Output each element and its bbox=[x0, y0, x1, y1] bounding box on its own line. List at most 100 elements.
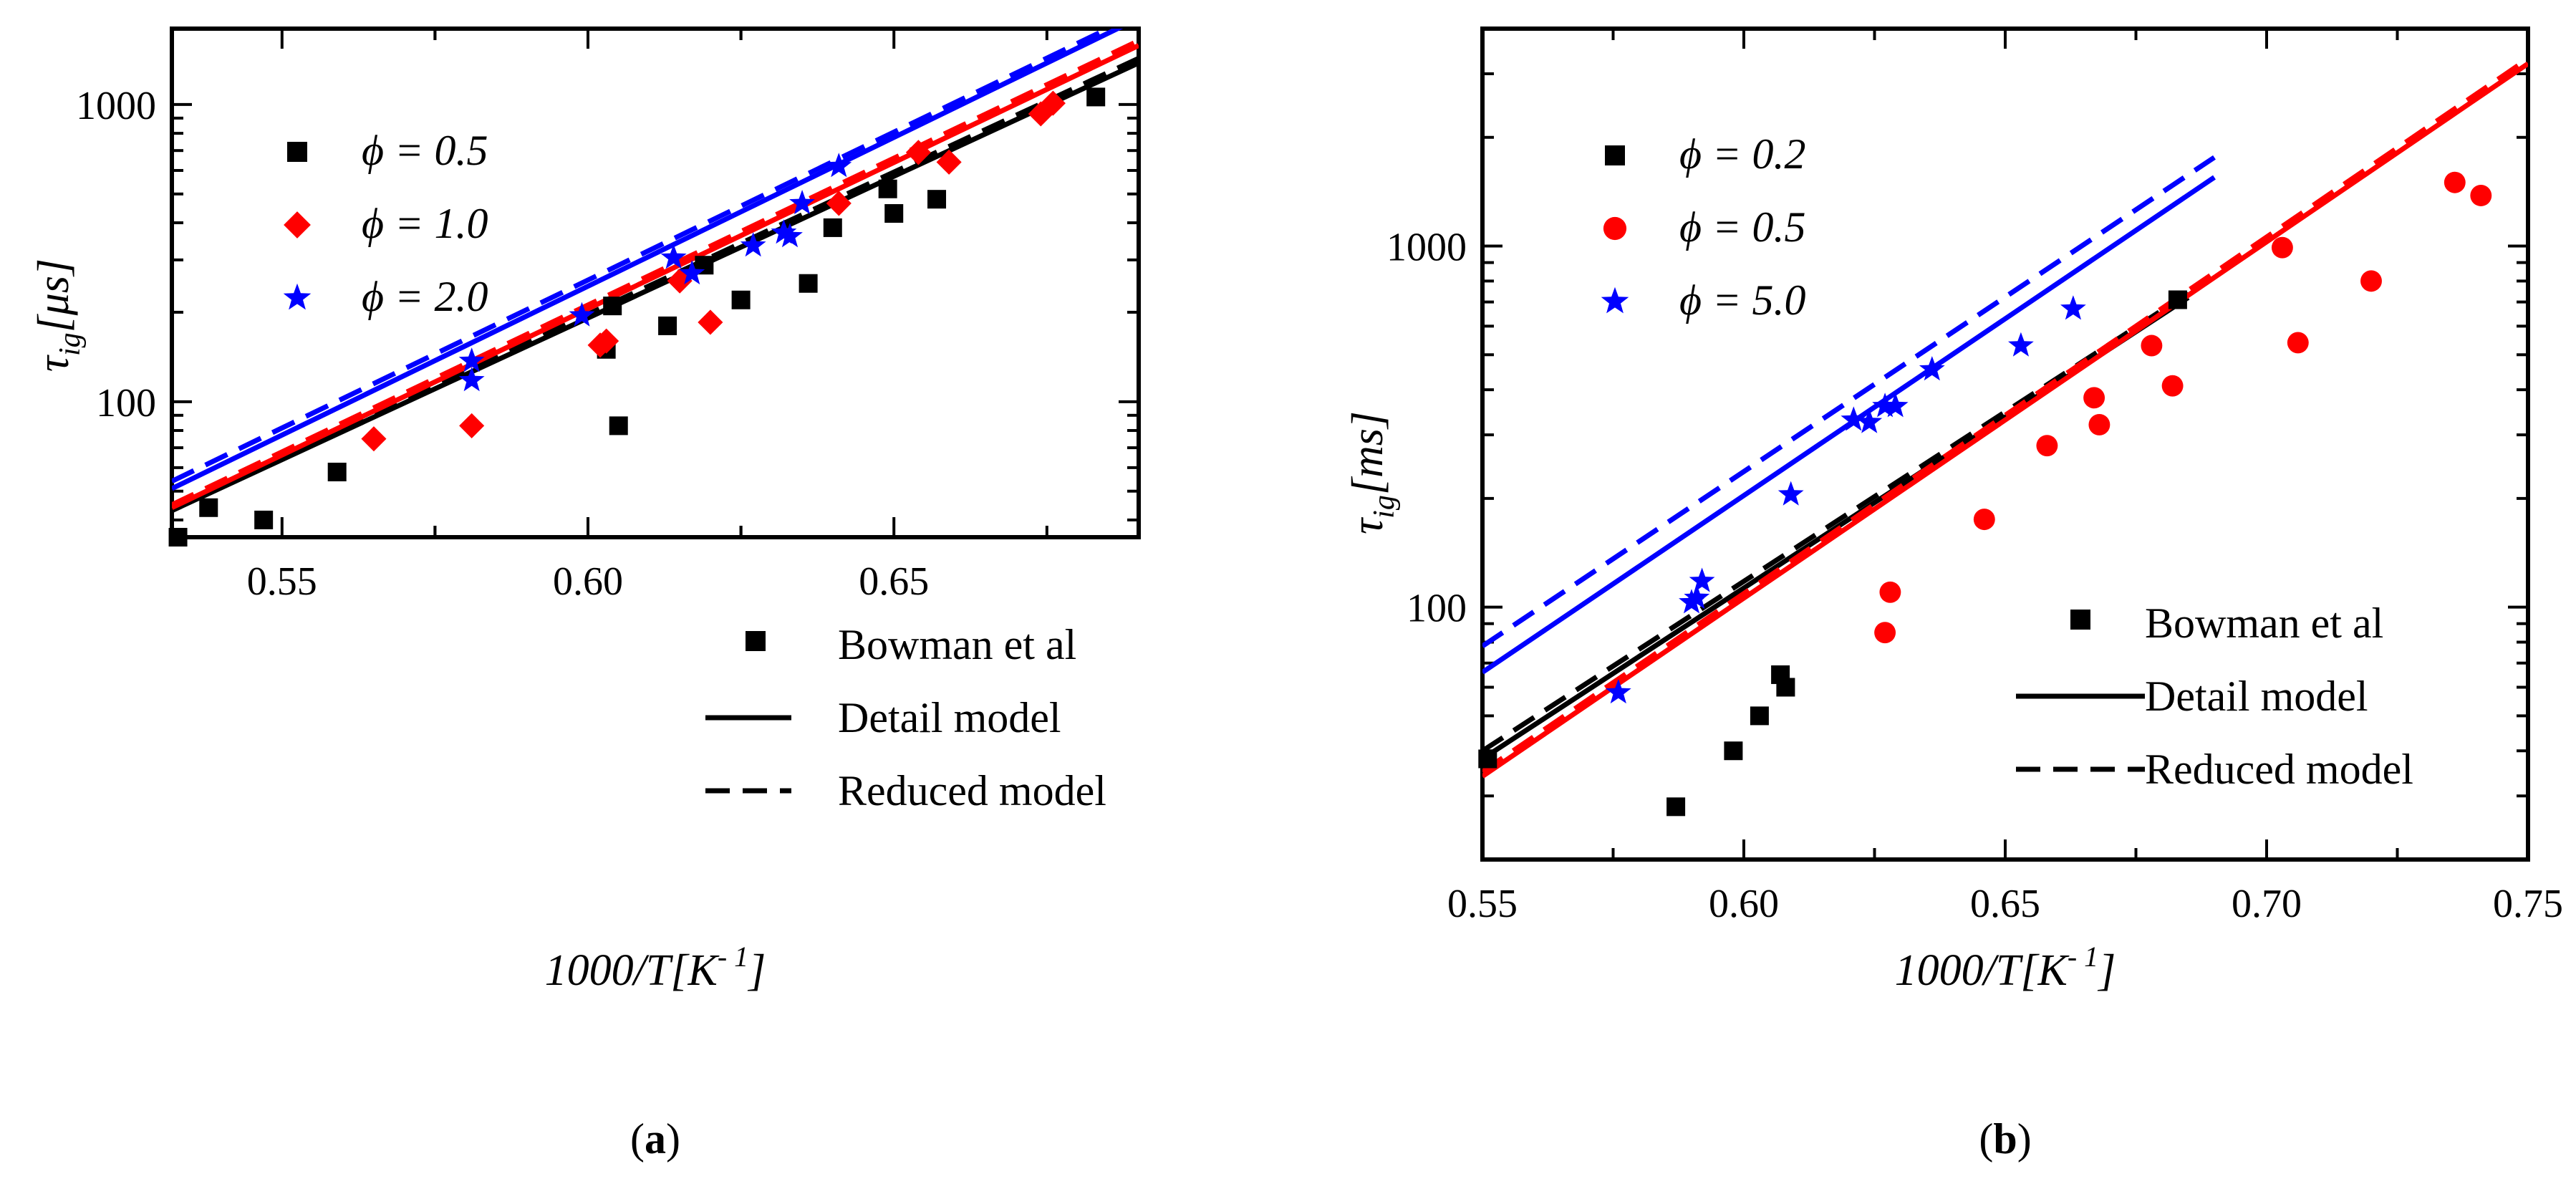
data-point bbox=[1872, 393, 1898, 418]
data-point bbox=[905, 140, 931, 165]
legend-marker bbox=[1603, 216, 1627, 241]
legend-marker bbox=[1601, 287, 1629, 314]
y-axis-title-unit: [ms] bbox=[1344, 411, 1392, 495]
data-point bbox=[658, 316, 677, 335]
data-point bbox=[1684, 584, 1710, 610]
plot-frame bbox=[1480, 27, 2530, 862]
series-3 bbox=[1605, 295, 2086, 704]
legend-label: ϕ = 0.5 bbox=[1679, 203, 1806, 251]
data-point bbox=[1973, 509, 1995, 531]
data-point bbox=[789, 190, 815, 215]
reduced-model-line bbox=[172, 56, 1139, 510]
data-point bbox=[1666, 797, 1686, 817]
data-point bbox=[1841, 406, 1867, 431]
panel-label-open: ( bbox=[630, 1115, 645, 1162]
data-point bbox=[569, 302, 595, 327]
y-tick-label: 100 bbox=[96, 381, 156, 425]
data-point bbox=[1724, 741, 1743, 761]
data-point bbox=[2141, 334, 2163, 357]
legend-label: ϕ = 0.5 bbox=[362, 127, 488, 174]
y-axis-title-sub: ig bbox=[54, 332, 87, 356]
y-tick-label: 1000 bbox=[76, 84, 156, 128]
data-point bbox=[2444, 171, 2466, 193]
legend-marker bbox=[746, 631, 766, 651]
panel-label: (b) bbox=[1979, 1115, 2031, 1162]
data-point bbox=[1086, 87, 1106, 107]
data-point bbox=[1777, 481, 1804, 506]
legend-label: Detail model bbox=[2145, 673, 2368, 720]
legend-marker bbox=[283, 283, 312, 310]
data-point bbox=[603, 297, 622, 316]
y-tick-label: 1000 bbox=[1386, 226, 1467, 270]
chart-panel-a: 0.55 0.60 0.65 100 1000 ϕ = 0.5 ϕ = 1.0 ϕ = 2.0… bbox=[29, 27, 1141, 1162]
model-lines bbox=[172, 29, 1139, 514]
series-2 bbox=[1874, 171, 2492, 644]
legend-label: ϕ = 5.0 bbox=[1679, 276, 1806, 324]
data-point bbox=[2287, 332, 2309, 354]
detail-model-line bbox=[1482, 61, 2528, 779]
data-point bbox=[826, 153, 852, 178]
y-axis-title-main: τ bbox=[1344, 516, 1392, 534]
data-point bbox=[1478, 749, 1497, 769]
x-axis-title-sup: - 1 bbox=[2068, 940, 2098, 973]
legend-label: ϕ = 0.2 bbox=[1679, 130, 1806, 178]
x-axis-title: 1000/T[K- 1] bbox=[1895, 940, 2116, 995]
data-point bbox=[2083, 387, 2105, 409]
data-point bbox=[698, 309, 723, 335]
series-1 bbox=[168, 87, 1106, 547]
series-3 bbox=[458, 153, 852, 392]
data-point bbox=[771, 219, 797, 244]
reduced-model-line bbox=[1482, 155, 2216, 648]
data-point bbox=[2060, 295, 2086, 320]
data-point bbox=[327, 462, 347, 481]
data-point bbox=[679, 260, 705, 285]
y-axis-title: τig[μs] bbox=[29, 259, 87, 372]
data-point bbox=[459, 413, 485, 438]
data-point bbox=[458, 347, 485, 372]
data-point bbox=[458, 367, 485, 392]
legend-label: ϕ = 2.0 bbox=[362, 273, 488, 320]
data-point bbox=[1919, 356, 1945, 381]
data-point bbox=[823, 218, 842, 237]
reduced-model-line bbox=[1482, 291, 2190, 754]
x-tick-label: 0.75 bbox=[2493, 882, 2563, 926]
chart-panel-b: 0.55 0.60 0.65 0.70 0.75 100 1000 ϕ = 0.2 ϕ = 0.… bbox=[1344, 27, 2563, 1162]
data-point bbox=[2036, 435, 2058, 457]
data-point bbox=[878, 179, 897, 198]
data-point bbox=[936, 149, 962, 175]
y-axis-title-unit: [μs] bbox=[29, 259, 78, 333]
x-axis-title-main: 1000/T[K bbox=[1895, 946, 2070, 995]
series-1 bbox=[1478, 290, 2187, 817]
data-point bbox=[826, 191, 852, 216]
x-tick-label: 0.55 bbox=[247, 559, 317, 604]
data-point bbox=[254, 510, 274, 529]
data-point bbox=[777, 223, 803, 248]
panel-label-letter: a bbox=[645, 1115, 666, 1162]
x-axis-title-sup: - 1 bbox=[718, 940, 748, 973]
panel-label-letter: b bbox=[1993, 1115, 2017, 1162]
x-tick-label: 0.55 bbox=[1447, 882, 1518, 926]
x-tick-label: 0.60 bbox=[553, 559, 623, 604]
y-tick-label: 100 bbox=[1407, 587, 1467, 631]
x-axis-title-close: ] bbox=[2097, 946, 2116, 995]
data-point bbox=[168, 528, 188, 547]
data-point bbox=[799, 274, 818, 293]
data-point bbox=[2008, 332, 2034, 357]
data-point bbox=[667, 268, 693, 294]
legend-marker bbox=[284, 211, 311, 239]
y-axis-title: τig[ms] bbox=[1344, 411, 1401, 534]
data-point bbox=[2161, 375, 2184, 397]
legend-label: Detail model bbox=[838, 694, 1061, 741]
detail-model-line bbox=[172, 29, 1124, 491]
x-tick-label: 0.65 bbox=[1970, 882, 2040, 926]
legend-label: Reduced model bbox=[2145, 746, 2413, 793]
legend-marker bbox=[1605, 145, 1625, 165]
legend-label: Bowman et al bbox=[838, 621, 1076, 668]
data-point bbox=[2088, 414, 2111, 435]
data-point bbox=[740, 232, 766, 257]
data-point bbox=[609, 416, 628, 435]
model-lines bbox=[1482, 57, 2528, 779]
legend-label: Bowman et al bbox=[2145, 600, 2383, 647]
reduced-model-line bbox=[172, 29, 1114, 484]
